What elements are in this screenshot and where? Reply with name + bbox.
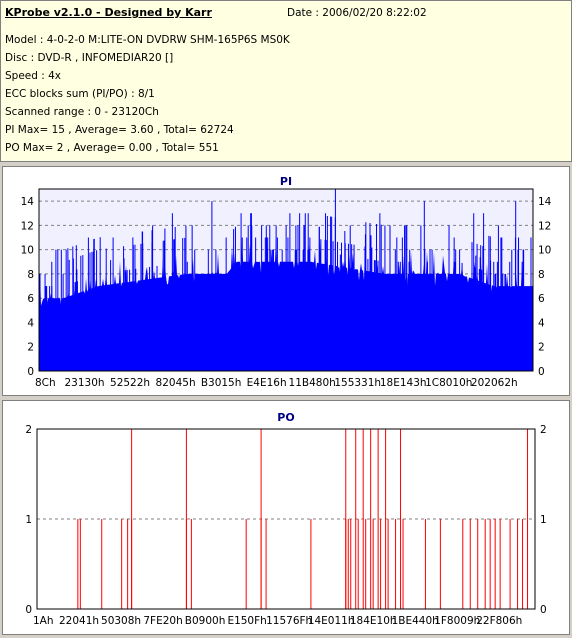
pi-xtick-label: 82045h	[156, 377, 196, 389]
po-ytick-right: 0	[540, 604, 547, 616]
info-speed: Speed : 4x	[5, 70, 62, 82]
po-xtick-label: 11576Fh	[266, 615, 312, 627]
po-chart-panel: PO 0 0 1 1 2 2 1Ah 22041h 50308h 7FE20h B0900h E150…	[2, 400, 570, 635]
pi-ytick-right: 6	[538, 293, 545, 305]
pi-ytick-right: 0	[538, 366, 545, 378]
po-ytick-right: 1	[540, 514, 547, 526]
po-xtick-label: 1Ah	[33, 615, 54, 627]
info-ecc: ECC blocks sum (PI/PO) : 8/1	[5, 88, 155, 100]
pi-xtick-label: 18E143h	[380, 377, 427, 389]
po-ytick-right: 2	[540, 424, 547, 436]
pi-ytick-right: 2	[538, 342, 545, 354]
pi-ytick-left: 6	[27, 293, 34, 305]
pi-ytick-left: 2	[27, 342, 34, 354]
po-xtick-label: 7FE20h	[143, 615, 182, 627]
info-po-stats: PO Max= 2 , Average= 0.00 , Total= 551	[5, 142, 219, 154]
pi-ytick-left: 10	[21, 245, 34, 257]
pi-chart-panel: PI 0 0 2 2 4 4 6 6 8 8 10 10 12 12 14 14 8Ch 23130h 52522h…	[2, 166, 570, 396]
pi-ytick-right: 4	[538, 317, 545, 329]
pi-ytick-right: 8	[538, 269, 545, 281]
pi-xtick-label: 202062h	[471, 377, 518, 389]
pi-xtick-label: 11B480h	[289, 377, 336, 389]
pi-xtick-label: 23130h	[64, 377, 104, 389]
pi-chart-title: PI	[280, 175, 292, 188]
po-chart-title: PO	[277, 411, 294, 424]
info-panel: KProbe v2.1.0 - Designed by Karr Date : …	[0, 0, 572, 162]
pi-ytick-left: 0	[27, 366, 34, 378]
po-xtick-label: 14E011h	[308, 615, 355, 627]
po-xtick-label: 1F8009h	[434, 615, 480, 627]
app-title: KProbe v2.1.0 - Designed by Karr	[5, 6, 212, 19]
pi-xtick-label: B3015h	[201, 377, 242, 389]
po-xtick-label: 50308h	[101, 615, 141, 627]
po-plot-border	[36, 428, 536, 610]
info-pi-stats: PI Max= 15 , Average= 3.60 , Total= 6272…	[5, 124, 234, 136]
po-ytick-left: 0	[25, 604, 32, 616]
po-xtick-label: 22041h	[59, 615, 99, 627]
pi-ytick-right: 14	[538, 196, 552, 208]
po-ytick-left: 1	[25, 514, 32, 526]
pi-ytick-right: 10	[538, 245, 551, 257]
pi-xtick-label: E4E16h	[247, 377, 287, 389]
po-xtick-label: 184E10h	[350, 615, 397, 627]
po-xtick-label: E150Fh	[227, 615, 266, 627]
info-model: Model : 4-0-2-0 M:LITE-ON DVDRW SHM-165P…	[5, 34, 290, 46]
po-xtick-label: B0900h	[185, 615, 226, 627]
info-disc: Disc : DVD-R , INFOMEDIAR20 []	[5, 52, 174, 64]
pi-xtick-label: 1C8010h	[425, 377, 472, 389]
pi-xtick-label: 8Ch	[35, 377, 56, 389]
scan-date: Date : 2006/02/20 8:22:02	[287, 7, 427, 19]
pi-plot-border	[38, 188, 534, 372]
po-xtick-label: 22F806h	[476, 615, 522, 627]
pi-chart: PI 0 0 2 2 4 4 6 6 8 8 10 10 12 12 14 14 8Ch 23130h 52522h…	[21, 175, 552, 389]
pi-ytick-right: 12	[538, 220, 551, 232]
po-xtick-label: 1BE440h	[392, 615, 439, 627]
po-chart: PO 0 0 1 1 2 2 1Ah 22041h 50308h 7FE20h B0900h E150…	[25, 411, 547, 627]
info-range: Scanned range : 0 - 23120Ch	[5, 106, 159, 118]
pi-xtick-label: 52522h	[110, 377, 150, 389]
pi-ytick-left: 14	[21, 196, 35, 208]
pi-xtick-label: 155331h	[334, 377, 381, 389]
pi-ytick-left: 12	[21, 220, 34, 232]
pi-ytick-left: 8	[27, 269, 34, 281]
po-ytick-left: 2	[25, 424, 32, 436]
pi-ytick-left: 4	[27, 317, 34, 329]
